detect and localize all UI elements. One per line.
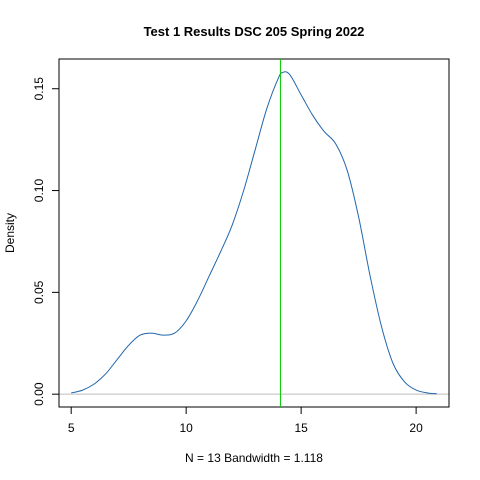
y-tick-label: 0.00 bbox=[32, 382, 46, 406]
y-tick-label: 0.15 bbox=[32, 77, 46, 101]
density-curve bbox=[71, 71, 437, 395]
chart-title: Test 1 Results DSC 205 Spring 2022 bbox=[144, 24, 365, 39]
x-tick-label: 20 bbox=[409, 421, 423, 435]
x-axis-label: N = 13 Bandwidth = 1.118 bbox=[185, 451, 323, 465]
x-tick-label: 5 bbox=[68, 421, 75, 435]
x-tick-label: 15 bbox=[294, 421, 308, 435]
y-axis: 0.00 0.05 0.10 0.15 bbox=[32, 77, 60, 406]
y-tick-label: 0.10 bbox=[32, 179, 46, 203]
y-tick-label: 0.05 bbox=[32, 280, 46, 304]
x-axis: 5 10 15 20 bbox=[68, 406, 423, 435]
y-axis-label: Density bbox=[3, 213, 17, 253]
plot-frame bbox=[58, 58, 450, 408]
x-tick-label: 10 bbox=[179, 421, 193, 435]
